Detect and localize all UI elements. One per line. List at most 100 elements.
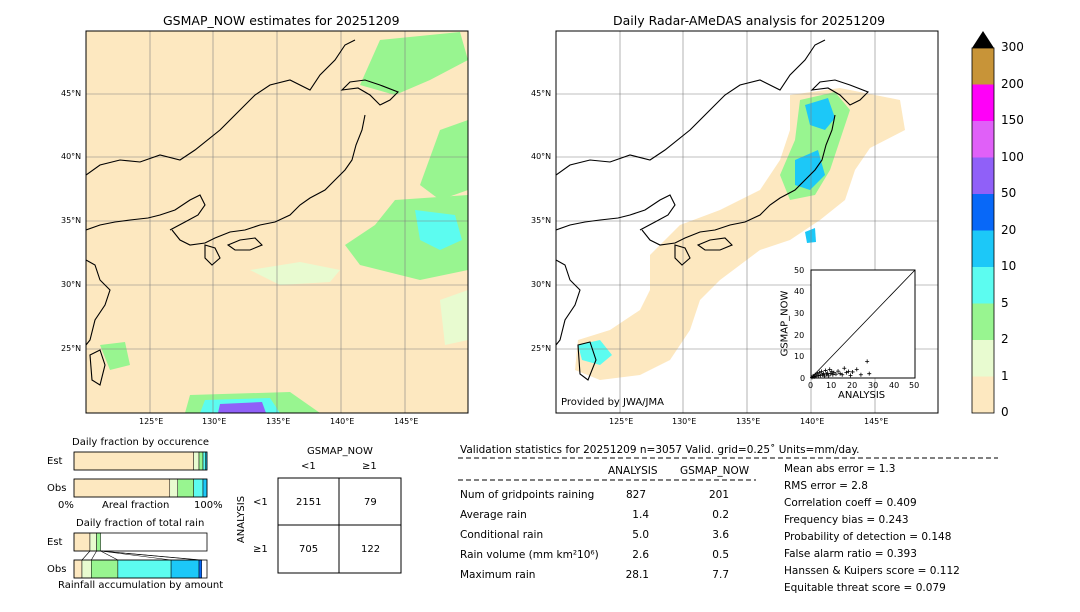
left-lat-label-25: 25°N <box>61 344 82 353</box>
scatter-point <box>865 359 870 364</box>
scatter-x-tick-40: 40 <box>889 381 900 390</box>
scatter-point <box>858 372 863 377</box>
bar-segment-obs <box>91 559 119 579</box>
score-ets: Equitable threat score = 0.079 <box>784 582 946 594</box>
score-hk: Hanssen & Kuipers score = 0.112 <box>784 565 960 577</box>
score-far: False alarm ratio = 0.393 <box>784 548 917 560</box>
bar-segment-obs <box>193 478 204 498</box>
colorbar-segment <box>972 157 994 194</box>
scatter-x-tick-50: 50 <box>909 381 920 390</box>
rain-connector-line <box>100 550 119 561</box>
rain-connector-line <box>81 550 91 561</box>
scatter-point <box>819 369 824 374</box>
colorbar-segment <box>972 230 994 267</box>
scatter-point <box>818 373 823 378</box>
colorbar-segment <box>972 303 994 340</box>
scatter-point <box>813 372 818 377</box>
bar-segment-obs <box>177 478 194 498</box>
stat-analysis-gridpoints: 827 <box>625 489 646 501</box>
right-map-title: Daily Radar-AMeDAS analysis for 20251209 <box>613 13 886 28</box>
contingency-row-lt: <1 <box>253 497 268 508</box>
scatter-x-tick-10: 10 <box>826 381 837 390</box>
stat-label-volume: Rain volume (mm km²10⁶) <box>460 549 599 561</box>
bar-segment-obs <box>169 478 178 498</box>
bar-segment-est <box>73 451 194 471</box>
scatter-y-tick-40: 40 <box>794 287 805 296</box>
bar-outline-obs <box>73 559 208 579</box>
scatter-y-tick-20: 20 <box>794 331 805 340</box>
score-pod: Probability of detection = 0.148 <box>784 531 952 543</box>
scatter-point <box>823 368 828 373</box>
colorbar-tick-label: 200 <box>1001 76 1024 91</box>
stat-gsmap-average: 0.2 <box>712 509 729 521</box>
scatter-x-label: ANALYSIS <box>838 390 886 401</box>
colorbar-segment <box>972 48 994 85</box>
right-lat-label-45: 45°N <box>531 89 552 98</box>
right-lat-label-35: 35°N <box>531 216 552 225</box>
contingency-row-ge: ≥1 <box>253 544 268 555</box>
scatter-point <box>867 371 872 376</box>
colorbar-segment <box>972 194 994 231</box>
stat-gsmap-maximum: 7.7 <box>712 569 729 581</box>
total-rain-axis-label: Rainfall accumulation by amount <box>58 580 224 591</box>
scatter-point <box>831 370 836 375</box>
total-rain-est-label: Est <box>47 537 63 548</box>
stat-label-conditional: Conditional rain <box>460 529 544 541</box>
stat-gsmap-conditional: 3.6 <box>712 529 729 541</box>
bar-segment-obs <box>198 559 202 579</box>
scatter-point <box>848 373 853 378</box>
scatter-point <box>846 369 851 374</box>
scatter-point <box>816 373 821 378</box>
bar-outline-est <box>73 451 208 471</box>
score-correlation: Correlation coeff = 0.409 <box>784 497 917 509</box>
right-lat-label-30: 30°N <box>531 280 552 289</box>
stat-analysis-average: 1.4 <box>632 509 649 521</box>
contingency-cell-d: 122 <box>361 544 381 555</box>
score-frequency-bias: Frequency bias = 0.243 <box>784 514 909 526</box>
colorbar-tick-label: 1 <box>1001 368 1009 383</box>
colorbar-tick-label: 150 <box>1001 113 1024 127</box>
colorbar-tick-label: 20 <box>1001 222 1017 237</box>
colorbar-tick-label: 50 <box>1001 186 1017 200</box>
contingency-side-label: ANALYSIS <box>236 495 248 544</box>
validation-col-gsmap: GSMAP_NOW <box>680 465 750 477</box>
stat-gsmap-volume: 0.5 <box>712 549 729 561</box>
scatter-x-tick-30: 30 <box>868 381 879 390</box>
bar-outline-obs <box>73 478 208 498</box>
right-lon-label-130: 130°E <box>672 417 697 426</box>
contingency-top-label: GSMAP_NOW <box>307 446 373 457</box>
scatter-x-tick-0: 0 <box>808 381 814 390</box>
bar-segment-obs <box>81 559 92 579</box>
stat-label-maximum: Maximum rain <box>460 569 536 581</box>
bar-segment-obs <box>117 559 172 579</box>
scatter-point <box>833 372 838 377</box>
scatter-y-tick-30: 30 <box>794 309 805 318</box>
left-lon-label-140: 140°E <box>330 417 355 426</box>
scatter-point <box>825 371 830 376</box>
scatter-point <box>854 367 859 372</box>
stat-label-gridpoints: Num of gridpoints raining <box>460 489 595 501</box>
right-lon-label-125: 125°E <box>609 417 634 426</box>
scatter-point <box>829 369 834 374</box>
scatter-point <box>828 371 833 376</box>
bar-segment-est <box>96 532 101 552</box>
scatter-point <box>815 371 820 376</box>
colorbar-tick-label: 100 <box>1001 149 1024 164</box>
bar-segment-est <box>89 532 97 552</box>
colorbar-segment <box>972 376 994 413</box>
occurrence-obs-label: Obs <box>47 483 67 494</box>
rain-connector-line <box>100 550 202 561</box>
rain-connector-line <box>100 550 172 561</box>
scatter-point <box>844 370 849 375</box>
score-rmse: RMS error = 2.8 <box>784 480 868 492</box>
stat-label-average: Average rain <box>460 509 527 521</box>
validation-header: Validation statistics for 20251209 n=305… <box>460 444 860 456</box>
colorbar-segment <box>972 340 994 377</box>
right-lat-label-40: 40°N <box>531 152 552 161</box>
left-lat-label-40: 40°N <box>61 152 82 161</box>
colorbar-tick-label: 300 <box>1001 40 1024 54</box>
left-map-title: GSMAP_NOW estimates for 20251209 <box>163 13 400 28</box>
left-lat-label-45: 45°N <box>61 89 82 98</box>
scatter-y-tick-10: 10 <box>794 352 805 361</box>
left-lon-label-130: 130°E <box>202 417 227 426</box>
